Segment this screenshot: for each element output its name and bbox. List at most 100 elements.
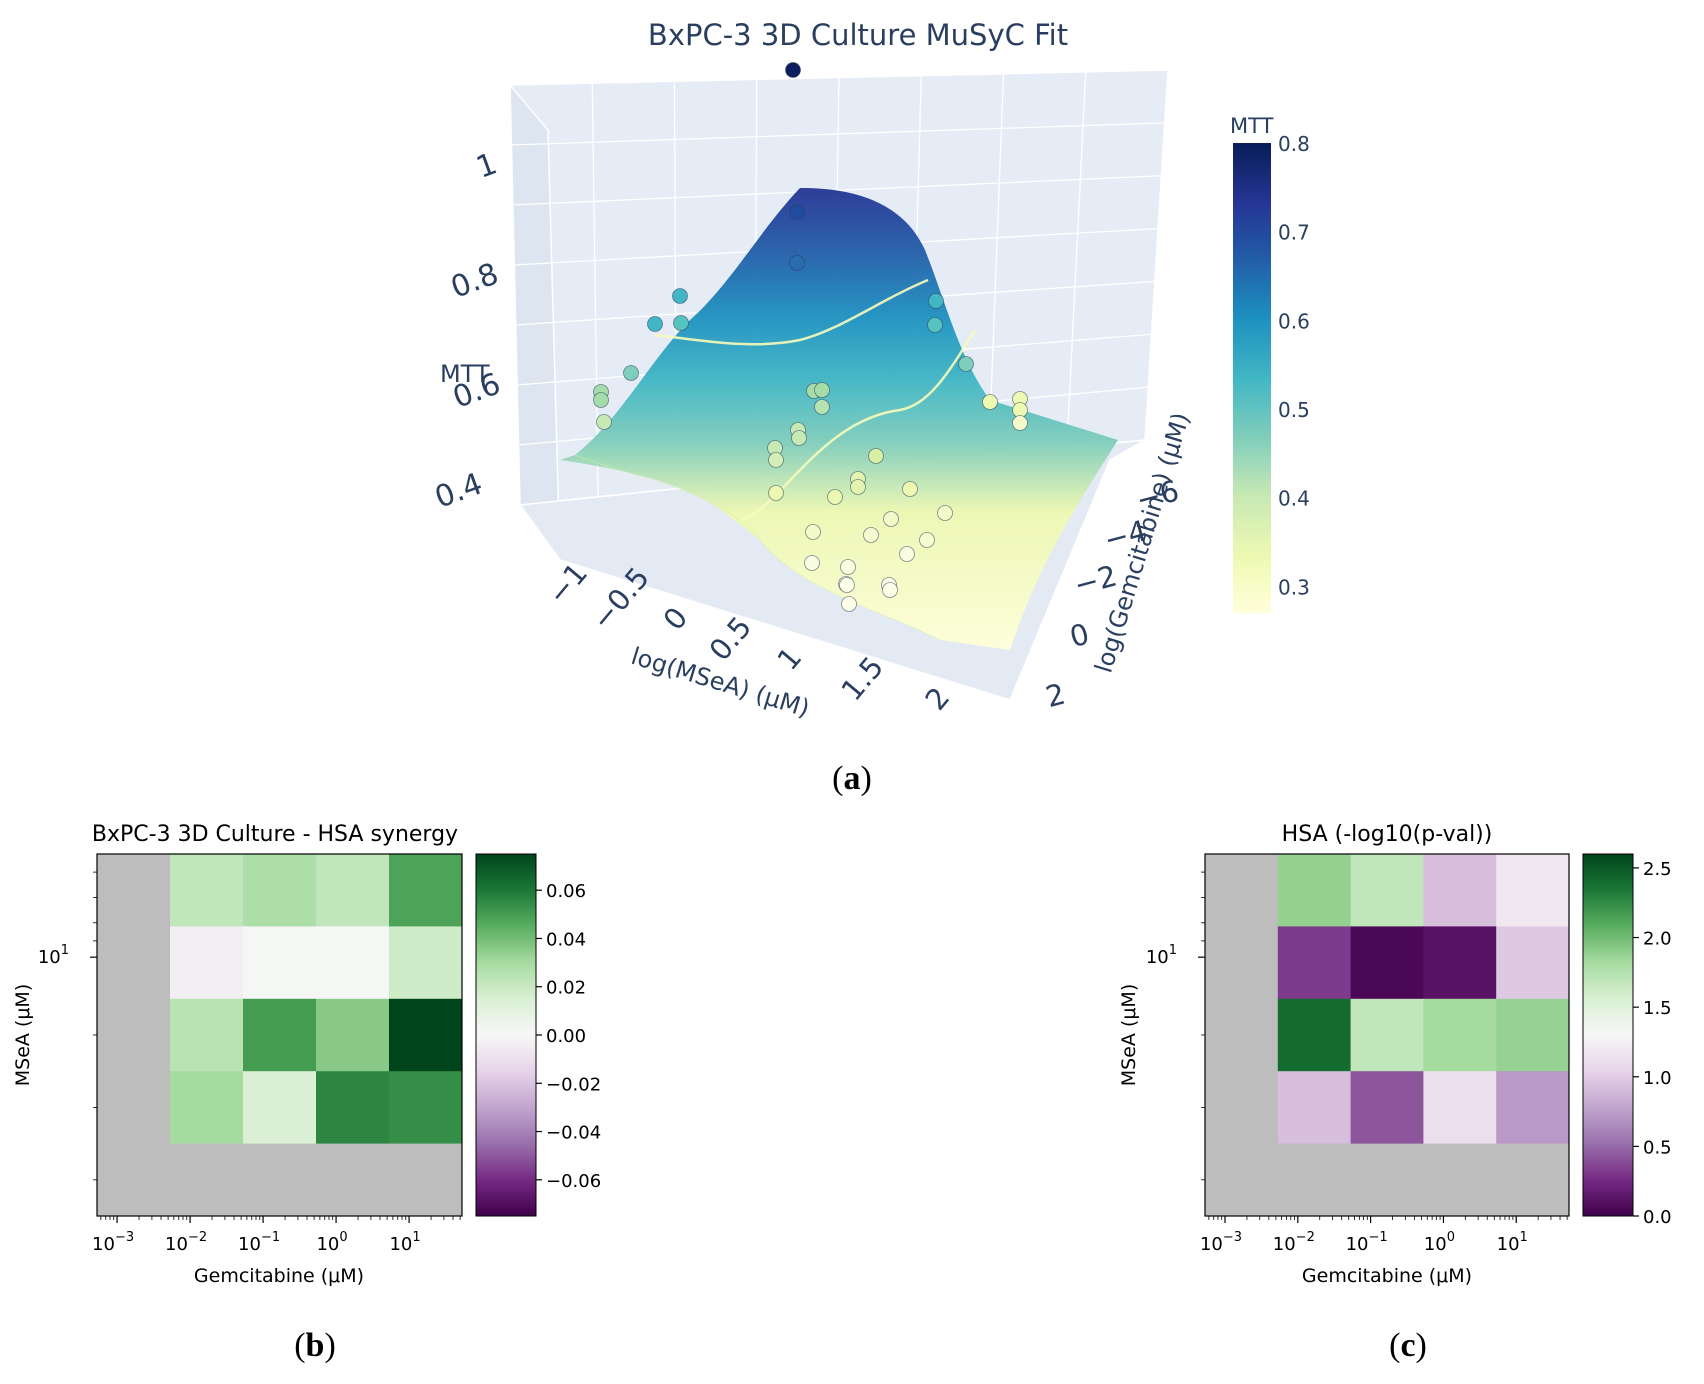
heatmap-cell — [389, 998, 463, 1072]
x-tick-exponent: −1 — [1368, 1230, 1387, 1245]
data-point — [791, 430, 807, 446]
data-point — [899, 546, 915, 562]
heatmap-cell — [316, 998, 390, 1072]
heatmap-cell — [170, 1143, 244, 1217]
x-tick-label: 100 — [1424, 1230, 1455, 1255]
x-tick-exponent: −3 — [115, 1230, 134, 1245]
y-tick-exponent: 1 — [1169, 943, 1177, 958]
data-point — [647, 316, 663, 332]
heatmap-cell — [1423, 854, 1497, 927]
colorbar-a-tick-label: 0.6 — [1278, 309, 1310, 333]
colorbar-tick-label: −0.06 — [546, 1171, 601, 1192]
data-point — [814, 382, 830, 398]
colorbar-tick-label: 1.0 — [1643, 1068, 1672, 1089]
data-point — [927, 317, 943, 333]
heatmap-c-cells — [1205, 854, 1570, 1217]
heatmap-cell — [1277, 1143, 1352, 1217]
y-tick-label: 2 — [1042, 677, 1069, 715]
colorbar-tick-label: 0.02 — [546, 978, 586, 999]
data-point — [768, 452, 784, 468]
heatmap-cell — [389, 1071, 463, 1145]
x-tick-exponent: −3 — [1223, 1230, 1242, 1245]
x-tick-label: 10−2 — [1273, 1230, 1315, 1255]
colorbar-tick-label: 2.5 — [1643, 859, 1672, 880]
x-tick-exponent: −2 — [1296, 1230, 1315, 1245]
heatmap-cell — [97, 1071, 171, 1145]
x-tick-label: 10−1 — [238, 1230, 280, 1255]
data-point — [596, 414, 612, 430]
x-tick-label: 0 — [656, 601, 694, 637]
panel-b-hsa-synergy: BxPC-3 3D Culture - HSA synergy 10−3 10−2… — [12, 822, 601, 1364]
heatmap-cell — [1496, 1071, 1570, 1145]
colorbar-a — [1233, 143, 1271, 613]
colorbar-b-ticks: 0.06 0.04 0.02 0.00 −0.02 −0.04 −0.06 — [536, 881, 601, 1192]
data-point — [673, 315, 689, 331]
data-point — [902, 481, 918, 497]
y-tick-label: 101 — [38, 943, 69, 968]
colorbar-a-tick-label: 0.5 — [1278, 398, 1310, 422]
heatmap-cell — [389, 926, 463, 1000]
colorbar-tick-label: 0.0 — [1643, 1207, 1672, 1228]
data-point — [958, 356, 974, 372]
colorbar-a-title: MTT — [1230, 114, 1274, 138]
heatmap-cell — [1423, 1143, 1497, 1217]
data-point — [672, 288, 688, 304]
surface-front-edge — [574, 454, 941, 641]
heatmap-cell — [170, 998, 244, 1072]
heatmap-cell — [1277, 998, 1352, 1072]
data-point — [804, 555, 820, 571]
grid-line-vertical — [591, 83, 599, 497]
heatmap-cell — [316, 854, 390, 927]
heatmap-cell — [1423, 926, 1497, 1000]
data-point — [841, 596, 857, 612]
colorbar-tick-label: 1.5 — [1643, 998, 1672, 1019]
data-point — [982, 394, 998, 410]
heatmap-cell — [1205, 1071, 1279, 1145]
colorbar-tick-label: 2.0 — [1643, 929, 1672, 950]
heatmap-cell — [1205, 998, 1279, 1072]
heatmap-cell — [1350, 854, 1424, 927]
colorbar-tick-label: 0.06 — [546, 881, 586, 902]
panel-label-a: (a) — [832, 760, 872, 797]
heatmap-cell — [1350, 998, 1424, 1072]
heatmap-cell — [1350, 1143, 1424, 1217]
data-point — [883, 511, 899, 527]
colorbar-a-tick-label: 0.4 — [1278, 487, 1310, 511]
panel-label-c-text: c — [1400, 1327, 1415, 1364]
heatmap-cell — [97, 998, 171, 1072]
colorbar-c-ticks: 2.5 2.0 1.5 1.0 0.5 0.0 — [1633, 859, 1672, 1228]
heatmap-c-xlabel: Gemcitabine (μM) — [1302, 1265, 1472, 1287]
data-point — [882, 582, 898, 598]
colorbar-tick-label: 0.5 — [1643, 1137, 1672, 1158]
musyc-surface — [560, 188, 1118, 650]
heatmap-cell — [243, 926, 317, 1000]
heatmap-cell — [1496, 926, 1570, 1000]
panel-label-a-text: a — [844, 760, 861, 797]
heatmap-cell — [1277, 1071, 1352, 1145]
x-tick-exponent: 1 — [412, 1230, 420, 1245]
heatmap-cell — [1350, 926, 1424, 1000]
colorbar-a-tick-label: 0.7 — [1278, 221, 1310, 245]
grid-line-horizontal — [511, 122, 1165, 146]
heatmap-cell — [243, 1143, 317, 1217]
data-point — [814, 399, 830, 415]
data-point — [789, 204, 805, 220]
colorbar-tick-label: −0.04 — [546, 1123, 601, 1144]
x-tick-label: 101 — [1497, 1230, 1528, 1255]
heatmap-cell — [1423, 998, 1497, 1072]
heatmap-c-ylabel: MSeA (μM) — [1118, 984, 1140, 1087]
heatmap-cell — [1423, 1071, 1497, 1145]
data-point — [863, 527, 879, 543]
chart-c-title: HSA (-log10(p-val)) — [1282, 822, 1493, 847]
heatmap-cell — [170, 926, 244, 1000]
x-tick-label: 100 — [316, 1230, 347, 1255]
heatmap-cell — [97, 854, 171, 927]
heatmap-b-ylabel: MSeA (μM) — [12, 984, 34, 1087]
x-tick-label: 101 — [389, 1230, 420, 1255]
chart-b-title: BxPC-3 3D Culture - HSA synergy — [92, 822, 458, 847]
data-point — [805, 524, 821, 540]
data-point — [1012, 415, 1028, 431]
panel-a-3d-surface: BxPC-3 3D Culture MuSyC Fit MTT 0.40.60.… — [430, 18, 1309, 797]
